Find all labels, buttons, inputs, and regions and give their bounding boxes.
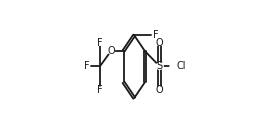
Ellipse shape — [152, 33, 159, 38]
Ellipse shape — [83, 63, 90, 69]
Ellipse shape — [97, 40, 103, 45]
Ellipse shape — [156, 87, 163, 93]
Text: O: O — [156, 85, 163, 95]
Ellipse shape — [170, 62, 183, 70]
Text: Cl: Cl — [176, 61, 186, 71]
Ellipse shape — [108, 48, 114, 54]
Text: S: S — [157, 61, 163, 71]
Ellipse shape — [156, 40, 163, 46]
Text: O: O — [107, 46, 115, 56]
Text: O: O — [156, 38, 163, 48]
Text: F: F — [84, 61, 89, 71]
Ellipse shape — [156, 63, 163, 69]
Text: F: F — [153, 30, 158, 40]
Text: F: F — [97, 38, 103, 48]
Ellipse shape — [97, 87, 103, 92]
Text: F: F — [97, 85, 103, 95]
